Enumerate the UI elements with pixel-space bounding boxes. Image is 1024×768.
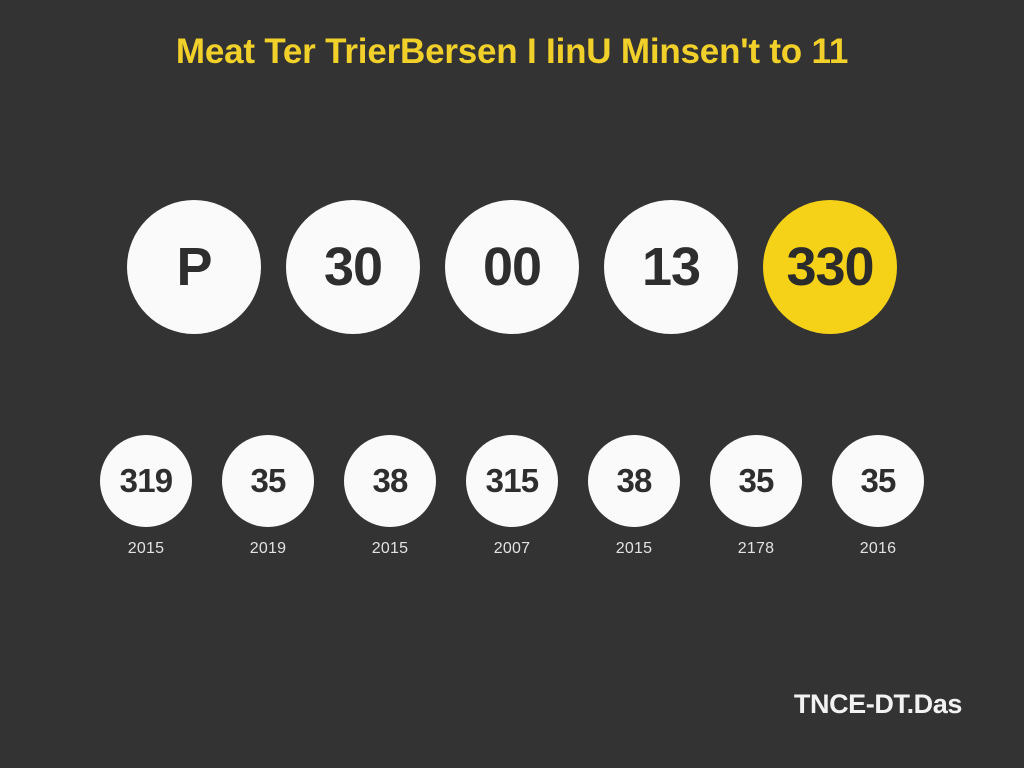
history-ball[interactable]: 35 2178 bbox=[710, 435, 802, 558]
main-ball-circle[interactable]: 30 bbox=[286, 200, 420, 334]
history-ball-circle[interactable]: 35 bbox=[222, 435, 314, 527]
history-ball-circle[interactable]: 35 bbox=[710, 435, 802, 527]
history-ball-year-label: 2015 bbox=[371, 540, 409, 557]
history-ball[interactable]: 315 2007 bbox=[466, 435, 558, 558]
main-number-row: P 30 00 13 330 bbox=[0, 200, 1024, 334]
main-ball[interactable]: 330 bbox=[763, 200, 897, 334]
history-ball[interactable]: 38 2015 bbox=[588, 435, 680, 558]
history-ball-year-label: 2015 bbox=[127, 540, 165, 557]
history-ball-year-label: 2007 bbox=[493, 540, 531, 557]
main-ball[interactable]: 30 bbox=[286, 200, 420, 334]
history-ball[interactable]: 38 2015 bbox=[344, 435, 436, 558]
history-ball-year-label: 2015 bbox=[615, 540, 653, 557]
history-ball-circle[interactable]: 319 bbox=[100, 435, 192, 527]
history-ball[interactable]: 319 2015 bbox=[100, 435, 192, 558]
watermark-label: TNCE-DT.Das bbox=[793, 689, 963, 719]
history-ball-circle[interactable]: 38 bbox=[344, 435, 436, 527]
main-ball[interactable]: 00 bbox=[445, 200, 579, 334]
main-ball-circle[interactable]: P bbox=[127, 200, 261, 334]
main-ball-circle[interactable]: 00 bbox=[445, 200, 579, 334]
history-ball-circle[interactable]: 35 bbox=[832, 435, 924, 527]
history-ball[interactable]: 35 2016 bbox=[832, 435, 924, 558]
history-ball[interactable]: 35 2019 bbox=[222, 435, 314, 558]
page-title: Meat Ter TrierBersen I IinU Minsen't to … bbox=[175, 32, 849, 71]
main-ball[interactable]: 13 bbox=[604, 200, 738, 334]
main-ball-circle[interactable]: 13 bbox=[604, 200, 738, 334]
history-ball-circle[interactable]: 38 bbox=[588, 435, 680, 527]
history-ball-year-label: 2016 bbox=[859, 540, 897, 557]
history-ball-year-label: 2019 bbox=[249, 540, 287, 557]
main-ball-highlighted[interactable]: 330 bbox=[763, 200, 897, 334]
main-ball[interactable]: P bbox=[127, 200, 261, 334]
history-number-row: 319 2015 35 2019 38 2015 315 2007 38 2015 35 2178 35… bbox=[0, 435, 1024, 558]
history-ball-circle[interactable]: 315 bbox=[466, 435, 558, 527]
history-ball-year-label: 2178 bbox=[737, 540, 775, 557]
